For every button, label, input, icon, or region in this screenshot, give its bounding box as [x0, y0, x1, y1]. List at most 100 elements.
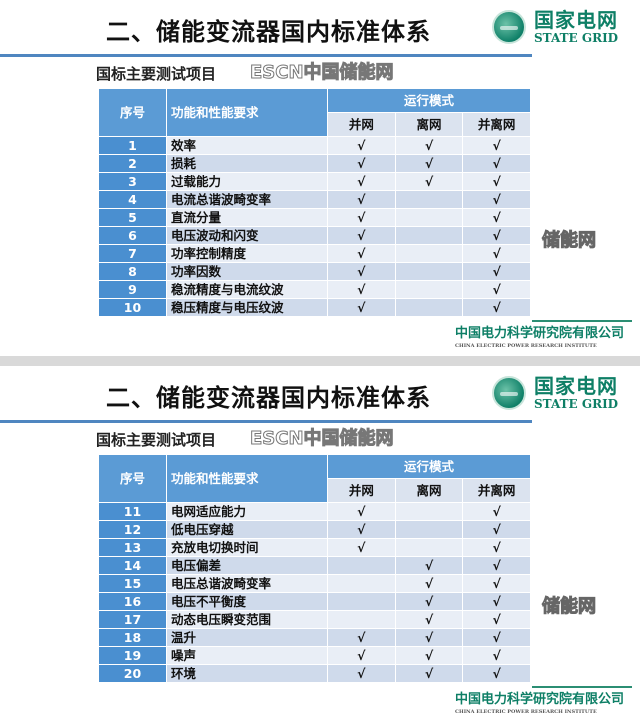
check-cell: √: [462, 646, 531, 665]
check-cell: [327, 610, 396, 629]
table-row: 1 效率 √ √ √: [98, 136, 531, 155]
header-mode: 运行模式: [327, 88, 531, 113]
check-cell: √: [394, 574, 464, 593]
check-cell: √: [462, 190, 531, 209]
check-cell: √: [462, 280, 531, 299]
row-number: 2: [98, 154, 167, 173]
check-cell: √: [462, 502, 531, 521]
row-number: 13: [98, 538, 167, 557]
state-grid-logo: 国家电网 STATE GRID: [492, 10, 618, 44]
check-cell: √: [394, 664, 464, 683]
check-cell: √: [462, 172, 531, 191]
check-cell: √: [394, 154, 464, 173]
check-cell: √: [394, 556, 464, 575]
check-cell: √: [462, 244, 531, 263]
row-number: 20: [98, 664, 167, 683]
table-row: 5 直流分量 √ √: [98, 208, 531, 227]
check-cell: √: [327, 154, 396, 173]
row-number: 11: [98, 502, 167, 521]
table-row: 12 低电压穿越 √ √: [98, 520, 531, 539]
check-cell: √: [394, 172, 464, 191]
test-items-table: 序号 功能和性能要求 运行模式 并网 离网 并离网 1 效率 √ √ √ 2 损耗 √ √ √…: [98, 88, 531, 317]
table-row: 17 动态电压瞬变范围 √ √: [98, 610, 531, 629]
requirement-name: 电压总谐波畸变率: [166, 574, 328, 593]
check-cell: √: [327, 280, 396, 299]
requirement-name: 电压不平衡度: [166, 592, 328, 611]
table-row: 3 过载能力 √ √ √: [98, 172, 531, 191]
requirement-name: 噪声: [166, 646, 328, 665]
table-row: 4 电流总谐波畸变率 √ √: [98, 190, 531, 209]
row-number: 19: [98, 646, 167, 665]
check-cell: √: [462, 610, 531, 629]
header-grid-connected: 并网: [327, 112, 396, 137]
table-row: 2 损耗 √ √ √: [98, 154, 531, 173]
requirement-name: 稳压精度与电压纹波: [166, 298, 328, 317]
check-cell: √: [327, 628, 396, 647]
row-number: 6: [98, 226, 167, 245]
footer-divider: [532, 320, 632, 322]
check-cell: √: [462, 262, 531, 281]
check-cell: [394, 190, 464, 209]
row-number: 16: [98, 592, 167, 611]
check-cell: √: [394, 628, 464, 647]
check-cell: [394, 226, 464, 245]
check-cell: √: [394, 136, 464, 155]
requirement-name: 稳流精度与电流纹波: [166, 280, 328, 299]
footer-en: CHINA ELECTRIC POWER RESEARCH INSTITUTE: [455, 343, 597, 349]
footer-cn: 中国电力科学研究院有限公司: [455, 326, 625, 341]
requirement-name: 直流分量: [166, 208, 328, 227]
logo-cn: 国家电网: [534, 374, 618, 398]
header-seq: 序号: [98, 454, 167, 503]
header-seq: 序号: [98, 88, 167, 137]
check-cell: √: [462, 592, 531, 611]
requirement-name: 损耗: [166, 154, 328, 173]
header-hybrid: 并离网: [462, 112, 531, 137]
row-number: 3: [98, 172, 167, 191]
footer-logo: 中国电力科学研究院有限公司 CHINA ELECTRIC POWER RESEA…: [455, 692, 624, 716]
row-number: 5: [98, 208, 167, 227]
check-cell: √: [394, 592, 464, 611]
watermark-left: ESCN中国储能网: [250, 62, 395, 84]
header-hybrid: 并离网: [462, 478, 531, 503]
footer-logo: 中国电力科学研究院有限公司 CHINA ELECTRIC POWER RESEA…: [455, 326, 624, 350]
watermark-left: ESCN中国储能网: [250, 428, 395, 450]
requirement-name: 动态电压瞬变范围: [166, 610, 328, 629]
check-cell: √: [327, 244, 396, 263]
test-items-table: 序号 功能和性能要求 运行模式 并网 离网 并离网 11 电网适应能力 √ √ 12 …: [98, 454, 531, 683]
check-cell: √: [327, 226, 396, 245]
slide-1: 二、储能变流器国内标准体系 国家电网 STATE GRID 国标主要测试项目 E…: [0, 0, 640, 356]
globe-icon: [492, 376, 526, 410]
check-cell: √: [327, 646, 396, 665]
requirement-name: 电压波动和闪变: [166, 226, 328, 245]
check-cell: √: [327, 136, 396, 155]
check-cell: [327, 592, 396, 611]
header-off-grid: 离网: [394, 112, 464, 137]
check-cell: √: [462, 628, 531, 647]
check-cell: √: [462, 556, 531, 575]
table-row: 16 电压不平衡度 √ √: [98, 592, 531, 611]
footer-cn: 中国电力科学研究院有限公司: [455, 692, 625, 707]
requirement-name: 环境: [166, 664, 328, 683]
logo-en: STATE GRID: [534, 31, 619, 45]
table-row: 20 环境 √ √ √: [98, 664, 531, 683]
title-divider: [0, 54, 532, 57]
check-cell: [327, 556, 396, 575]
footer-en: CHINA ELECTRIC POWER RESEARCH INSTITUTE: [455, 709, 597, 715]
check-cell: √: [462, 154, 531, 173]
state-grid-logo: 国家电网 STATE GRID: [492, 376, 618, 410]
table-row: 8 功率因数 √ √: [98, 262, 531, 281]
check-cell: √: [462, 520, 531, 539]
table-row: 19 噪声 √ √ √: [98, 646, 531, 665]
table-row: 9 稳流精度与电流纹波 √ √: [98, 280, 531, 299]
header-mode: 运行模式: [327, 454, 531, 479]
title-divider: [0, 420, 532, 423]
check-cell: √: [327, 262, 396, 281]
requirement-name: 电压偏差: [166, 556, 328, 575]
check-cell: √: [327, 190, 396, 209]
section-subtitle: 国标主要测试项目: [96, 431, 217, 449]
check-cell: √: [462, 226, 531, 245]
requirement-name: 电流总谐波畸变率: [166, 190, 328, 209]
requirement-name: 温升: [166, 628, 328, 647]
table-row: 11 电网适应能力 √ √: [98, 502, 531, 521]
check-cell: √: [327, 664, 396, 683]
